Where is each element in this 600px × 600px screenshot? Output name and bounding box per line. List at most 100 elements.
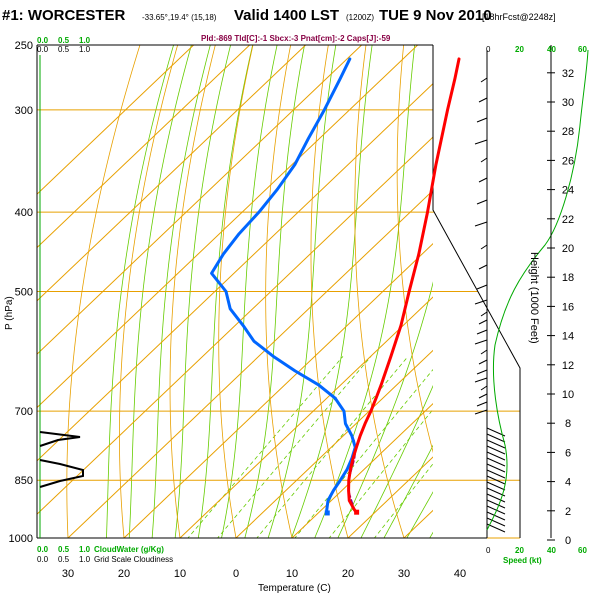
isobar-label: 700: [15, 406, 33, 418]
height-tick-label: 18: [562, 272, 574, 284]
mixing-ratio-lines: 2 3 5 8 12 20: [187, 356, 433, 551]
wind-barb: [478, 264, 488, 270]
mixing-ratio-label: 3: [215, 541, 220, 551]
isobar-label: 500: [15, 287, 33, 299]
stability-indices: Pld:-869 Tld[C]:-1 Sbcx:-3 Pnat[cm]:-2 C…: [201, 34, 391, 43]
wind-barb: [486, 457, 506, 467]
wind-barb: [474, 221, 488, 227]
valid-time: Valid 1400 LST: [234, 7, 339, 24]
cloudwater-top-1: 1.0: [79, 36, 91, 45]
x-tick-label: 0: [233, 568, 239, 580]
wind-barb: [474, 339, 488, 345]
station-title: #1: WORCESTER: [2, 7, 126, 24]
wind-barb: [486, 511, 506, 521]
cloudwater-bottom-1: 1.0: [79, 545, 91, 554]
mixing-ratio-line: [294, 368, 433, 538]
axis-labels: 1000 850 700 500 400 300 250 30 20 10 0 10 20 30 40: [9, 40, 467, 580]
isotherm-line: [37, 45, 251, 249]
wind-barb: [476, 284, 488, 290]
wind-barb: [474, 377, 488, 383]
wind-barb: [474, 299, 488, 305]
moist-adiabat-line: [383, 444, 433, 538]
dry-adiabat-line: [265, 45, 293, 538]
wind-barb: [476, 199, 488, 205]
dry-adiabat-line: [310, 45, 349, 538]
moist-adiabat-line: [406, 491, 433, 538]
x-tick-label: 20: [118, 568, 130, 580]
isotherm-line: [67, 189, 433, 538]
isotherm-line: [37, 45, 195, 195]
cloudiness-top-1: 1.0: [79, 45, 91, 54]
cloudwater-top-05: 0.5: [58, 36, 70, 45]
height-tick-label: 22: [562, 214, 574, 226]
wind-barb: [480, 244, 488, 250]
isobar-label: 300: [15, 105, 33, 117]
dry-adiabat-line: [354, 45, 405, 538]
wind-barb: [480, 311, 488, 317]
wind-barb: [478, 359, 488, 365]
forecast-info: [18hrFcst@2248z]: [482, 12, 556, 22]
wind-profile: [474, 49, 589, 538]
x-tick-label: 40: [454, 568, 466, 580]
wind-barb: [480, 349, 488, 355]
x-tick-label: 10: [286, 568, 298, 580]
cloudiness-bottom-1: 1.0: [79, 555, 91, 564]
dry-adiabat-line: [169, 45, 216, 538]
dry-adiabat-line: [591, 0, 600, 555]
wind-barb: [486, 481, 506, 491]
isobar-label: 1000: [9, 533, 33, 545]
x-tick-label: 30: [62, 568, 74, 580]
speed-bottom-40: 40: [547, 546, 556, 555]
wind-barb: [486, 505, 506, 515]
wind-barb: [476, 401, 488, 407]
cloudwater-bottom-05: 0.5: [58, 545, 70, 554]
moist-adiabat-line: [128, 45, 192, 538]
height-tick-label: 4: [565, 477, 571, 489]
speed-caption: Speed (kt): [503, 556, 542, 565]
height-tick-label: 14: [562, 331, 574, 343]
height-tick-label: 8: [565, 418, 571, 430]
isotherm-line: [37, 45, 307, 302]
isobar-label: 400: [15, 207, 33, 219]
utc-time: (1200Z): [346, 13, 374, 22]
wind-barb: [486, 433, 506, 443]
moist-adiabats: [106, 45, 433, 538]
isotherm-line: [37, 136, 433, 515]
moist-adiabat-line: [221, 45, 278, 538]
cloudwater-bottom-0: 0.0: [37, 545, 49, 554]
moist-adiabat-line: [151, 45, 211, 538]
cloudiness-top-0: 0.0: [37, 45, 49, 54]
height-tick-label: 10: [562, 389, 574, 401]
mixing-ratio-line: [187, 356, 344, 538]
height-tick-label: 0: [565, 535, 571, 547]
wind-barb: [486, 469, 506, 479]
speed-top-40: 40: [547, 45, 556, 54]
height-tick-label: 20: [562, 243, 574, 255]
mixing-ratio-label: 12: [326, 541, 336, 551]
cloud-profile-upper: [39, 431, 81, 447]
wind-barb: [480, 77, 488, 83]
sounding-traces: [210, 57, 461, 516]
isotherm-line: [37, 83, 433, 462]
moist-adiabat-line: [291, 45, 373, 538]
wind-barb: [486, 475, 506, 485]
height-axis-title: Height (1000 Feet): [528, 252, 540, 344]
dewpoint-line: [210, 57, 357, 515]
isotherm-line: [291, 403, 433, 538]
cloudwater-top-0: 0.0: [37, 36, 49, 45]
height-tick-label: 32: [562, 68, 574, 80]
height-tick-label: 16: [562, 301, 574, 313]
speed-top-20: 20: [515, 45, 524, 54]
cloud-profile-lower: [39, 459, 84, 488]
moist-adiabat-line: [174, 45, 231, 538]
height-tick-label: 12: [562, 360, 574, 372]
wind-barb: [480, 385, 488, 391]
temperature-line: [347, 57, 461, 514]
isotherm-line: [123, 243, 433, 538]
height-tick-label: 28: [562, 126, 574, 138]
dry-adiabat-line: [218, 45, 254, 538]
isotherm-line: [37, 45, 419, 409]
isobar-label: 250: [15, 40, 33, 52]
isotherm-line: [179, 296, 433, 538]
mixing-ratio-line: [256, 356, 409, 538]
